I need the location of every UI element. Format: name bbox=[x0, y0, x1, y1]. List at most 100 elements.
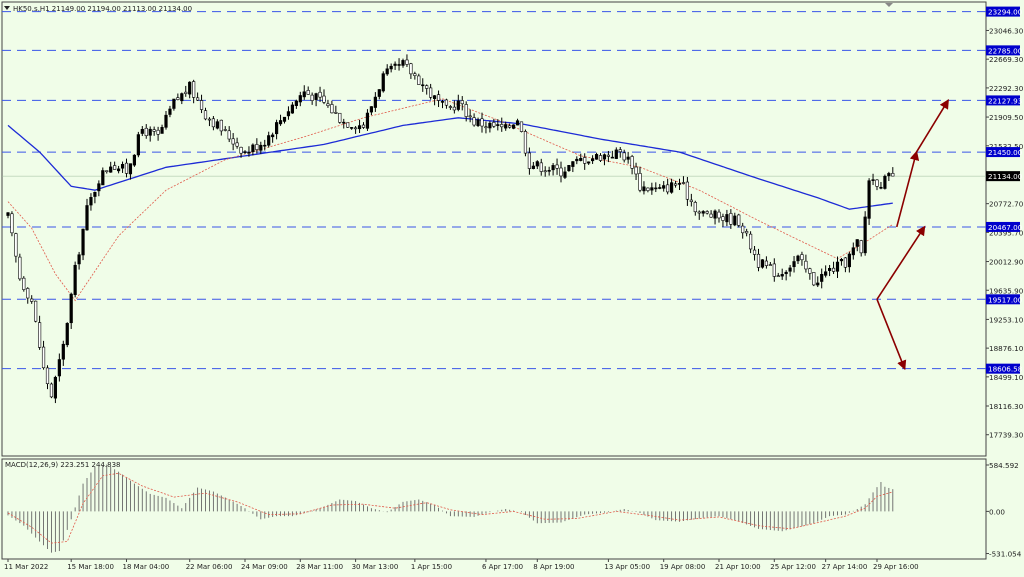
candle bbox=[804, 260, 808, 270]
candle bbox=[41, 346, 46, 369]
candle bbox=[350, 127, 354, 129]
level-price-tag bbox=[986, 45, 1020, 56]
candle bbox=[148, 128, 152, 136]
candle bbox=[223, 129, 227, 131]
y-tick-label: 19253.10 bbox=[989, 315, 1024, 324]
candle bbox=[476, 119, 480, 126]
candle bbox=[452, 106, 456, 111]
candle bbox=[294, 100, 298, 106]
x-tick-label: 15 Mar 18:00 bbox=[67, 563, 114, 571]
candle bbox=[136, 134, 140, 156]
level-price-label: 22785.00 bbox=[988, 46, 1023, 55]
candle bbox=[796, 255, 800, 262]
candle bbox=[413, 73, 417, 76]
projection-arrow[interactable] bbox=[915, 99, 949, 153]
candle bbox=[634, 166, 638, 175]
candle bbox=[322, 95, 326, 103]
candle bbox=[725, 214, 729, 223]
candle bbox=[10, 213, 14, 234]
candle bbox=[97, 183, 101, 192]
candle bbox=[847, 253, 851, 268]
candle bbox=[721, 216, 725, 221]
candle bbox=[523, 131, 528, 154]
candle bbox=[760, 259, 765, 268]
candle bbox=[752, 249, 757, 255]
y-tick-label: 18499.10 bbox=[989, 373, 1024, 382]
candle bbox=[547, 170, 551, 172]
symbol-ohlc-label: HK50.s,H1 21149.00 21194.00 21113.00 211… bbox=[13, 5, 192, 13]
candle bbox=[867, 180, 871, 219]
projection-arrow[interactable] bbox=[895, 150, 920, 228]
candle bbox=[425, 85, 429, 89]
candle bbox=[812, 272, 816, 286]
x-tick-label: 21 Apr 10:00 bbox=[715, 563, 761, 571]
candle bbox=[89, 197, 93, 206]
candle bbox=[417, 75, 421, 85]
candle bbox=[85, 205, 89, 231]
candle bbox=[120, 164, 125, 169]
y-tick-label: 18876.10 bbox=[989, 344, 1024, 353]
candle bbox=[748, 233, 753, 250]
candle bbox=[81, 228, 85, 256]
candle bbox=[587, 161, 591, 164]
projection-arrow[interactable] bbox=[876, 225, 926, 300]
candle bbox=[456, 100, 460, 110]
x-tick-label: 13 Apr 05:00 bbox=[604, 563, 650, 571]
candle bbox=[626, 156, 630, 160]
candle bbox=[73, 264, 77, 295]
candle bbox=[160, 127, 164, 134]
candle bbox=[172, 98, 176, 109]
candle bbox=[164, 114, 168, 128]
candle bbox=[203, 110, 208, 120]
candle bbox=[105, 170, 109, 173]
candle bbox=[871, 179, 875, 181]
candle bbox=[385, 68, 389, 75]
x-tick-label: 24 Mar 09:00 bbox=[241, 563, 288, 571]
candle bbox=[30, 298, 34, 302]
candle bbox=[784, 271, 788, 275]
candle bbox=[733, 215, 737, 226]
candle bbox=[705, 211, 709, 214]
y-tick-label: 22669.30 bbox=[989, 55, 1024, 64]
candle bbox=[843, 257, 847, 268]
candle bbox=[630, 156, 634, 169]
candle bbox=[768, 264, 772, 266]
candle bbox=[606, 154, 610, 157]
candle bbox=[788, 267, 792, 272]
candle bbox=[642, 186, 646, 192]
candle bbox=[405, 59, 409, 65]
macd-tick-label: 584.592 bbox=[989, 461, 1019, 470]
level-price-tag bbox=[986, 95, 1020, 106]
candle bbox=[697, 211, 701, 214]
dropdown-triangle-icon[interactable] bbox=[4, 6, 10, 10]
candle bbox=[713, 210, 717, 219]
projection-arrow[interactable] bbox=[876, 299, 907, 371]
candle bbox=[590, 158, 595, 162]
y-tick-label: 20772.70 bbox=[989, 200, 1024, 209]
x-tick-label: 30 Mar 13:00 bbox=[352, 563, 399, 571]
candle bbox=[792, 261, 796, 268]
candle bbox=[373, 96, 377, 108]
level-price-label: 19517.00 bbox=[988, 295, 1023, 304]
candle bbox=[614, 149, 618, 159]
macd-panel[interactable] bbox=[1, 458, 987, 560]
candle bbox=[436, 94, 441, 101]
candle bbox=[863, 216, 867, 254]
candle bbox=[302, 91, 306, 98]
candle bbox=[243, 151, 247, 153]
candle bbox=[685, 181, 689, 200]
candle bbox=[875, 179, 879, 187]
main-panel[interactable] bbox=[1, 1, 987, 457]
candle bbox=[883, 175, 887, 189]
candle bbox=[772, 263, 776, 277]
candle bbox=[444, 99, 449, 106]
candle bbox=[729, 213, 733, 225]
candle bbox=[539, 162, 543, 172]
scroll-marker-icon[interactable] bbox=[885, 3, 893, 7]
candle bbox=[839, 258, 844, 262]
candle bbox=[117, 168, 121, 172]
candle bbox=[594, 154, 599, 160]
candle bbox=[831, 267, 836, 272]
